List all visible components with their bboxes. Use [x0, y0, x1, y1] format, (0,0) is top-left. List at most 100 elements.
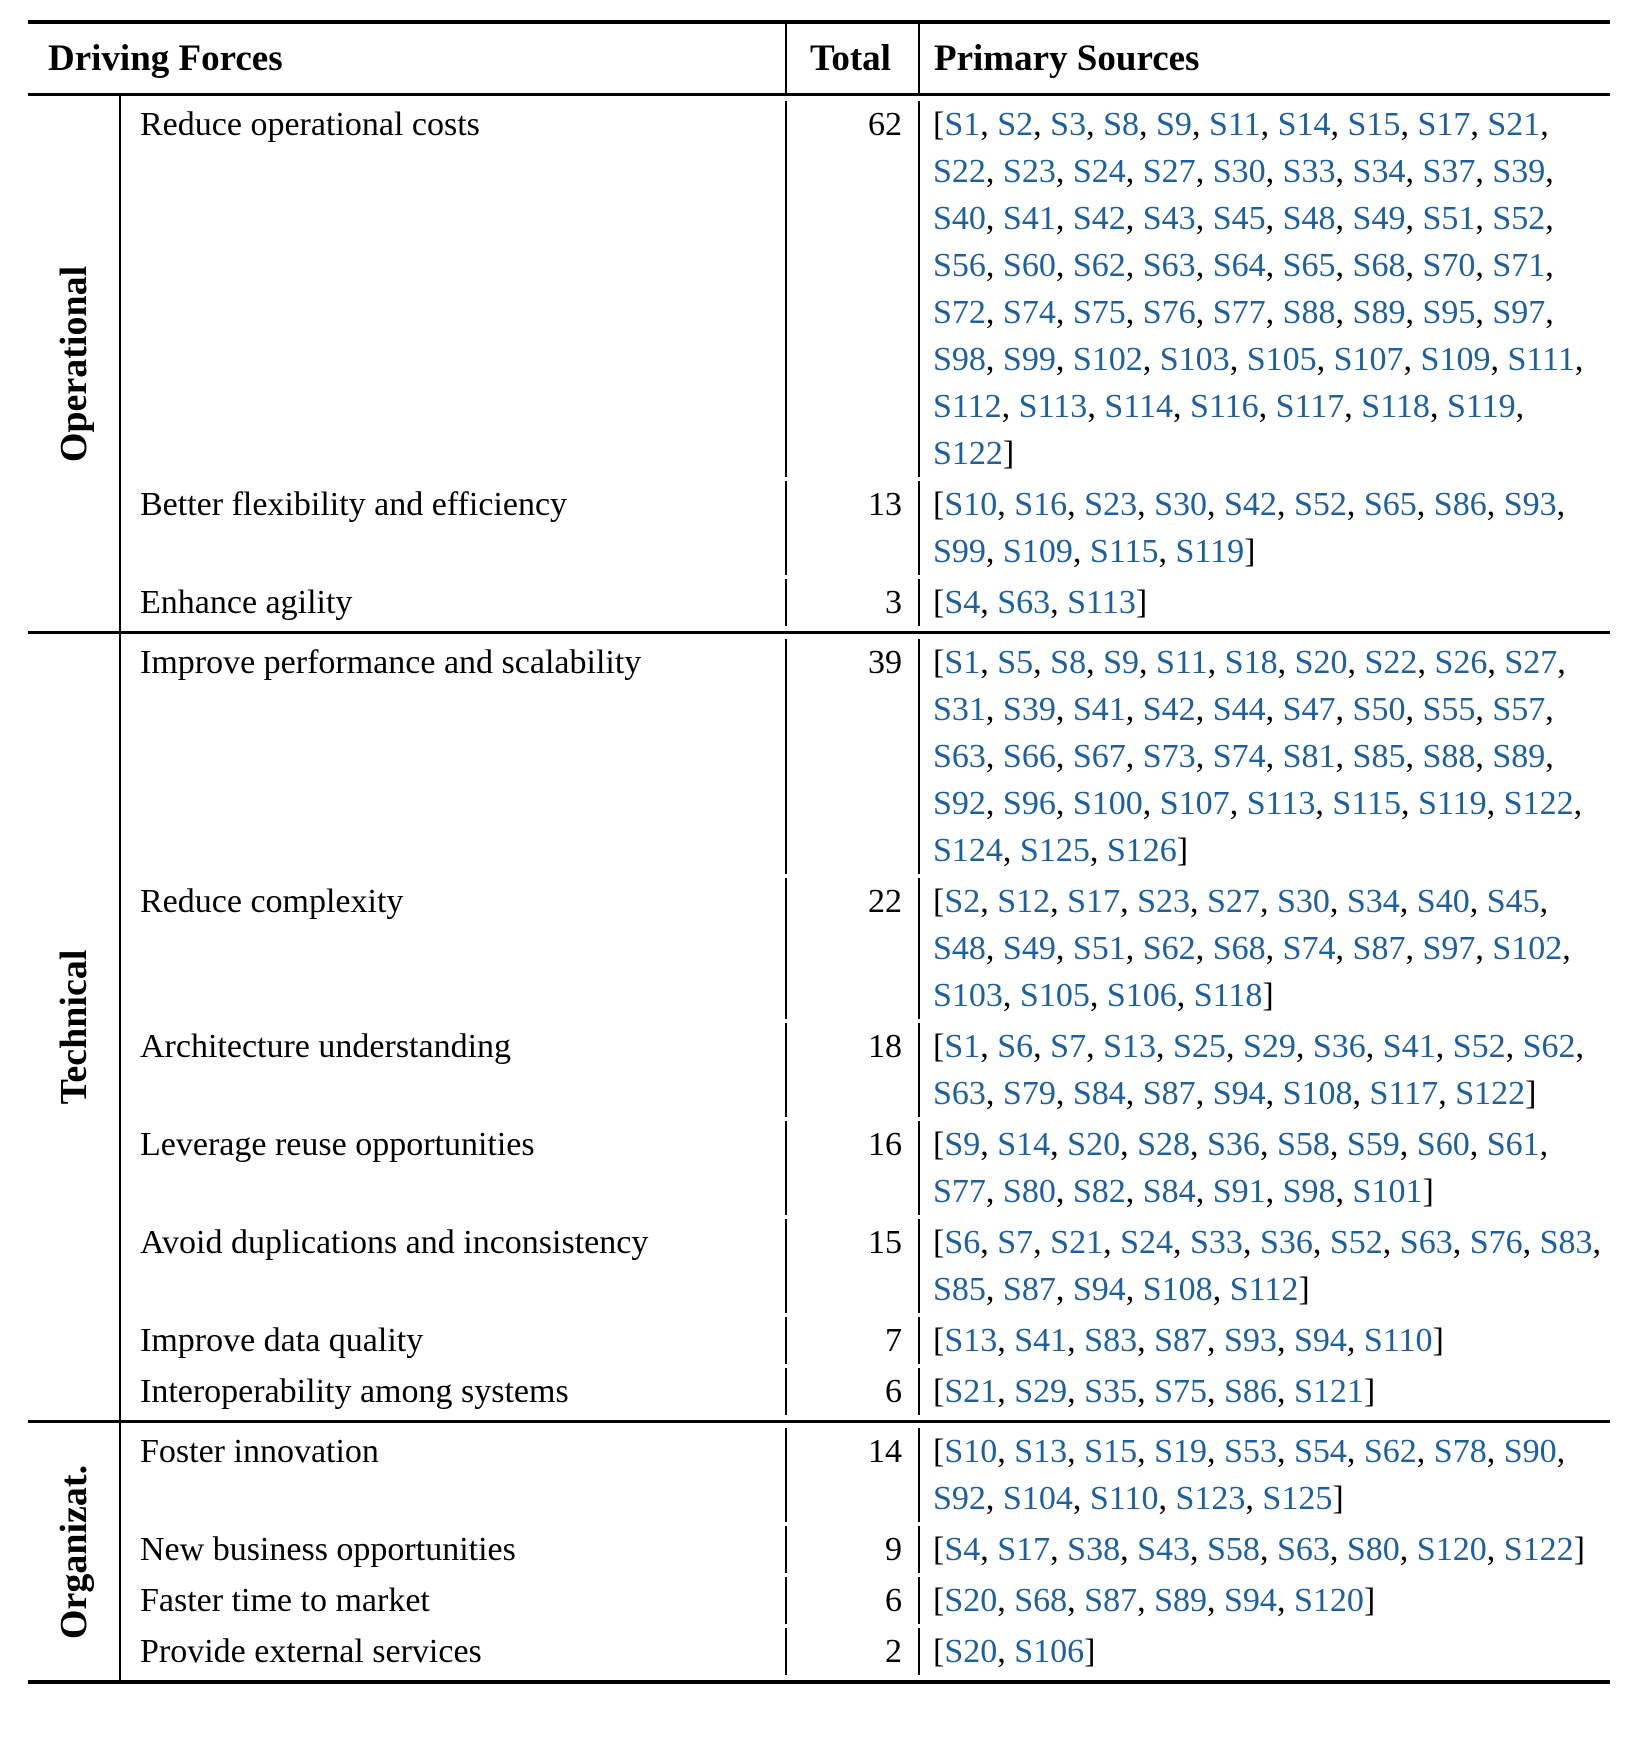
- source-ref[interactable]: S59: [1346, 1126, 1400, 1163]
- source-ref[interactable]: S107: [1159, 785, 1230, 822]
- source-ref[interactable]: S6: [997, 1028, 1034, 1065]
- source-ref[interactable]: S113: [1067, 584, 1136, 621]
- source-ref[interactable]: S52: [1329, 1224, 1383, 1261]
- source-ref[interactable]: S17: [997, 1531, 1051, 1568]
- source-ref[interactable]: S48: [933, 930, 986, 967]
- source-ref[interactable]: S113: [1018, 388, 1088, 425]
- source-ref[interactable]: S87: [1142, 1075, 1196, 1112]
- source-ref[interactable]: S29: [1242, 1028, 1296, 1065]
- source-ref[interactable]: S37: [1422, 153, 1476, 190]
- source-ref[interactable]: S97: [1492, 294, 1546, 331]
- source-ref[interactable]: S2: [997, 106, 1034, 143]
- source-ref[interactable]: S88: [1422, 738, 1476, 775]
- source-ref[interactable]: S100: [1072, 785, 1143, 822]
- source-ref[interactable]: S47: [1282, 691, 1336, 728]
- source-ref[interactable]: S76: [1469, 1224, 1523, 1261]
- source-ref[interactable]: S98: [1282, 1173, 1336, 1210]
- source-ref[interactable]: S92: [933, 1480, 986, 1517]
- source-ref[interactable]: S125: [1262, 1480, 1333, 1517]
- source-ref[interactable]: S65: [1363, 486, 1417, 523]
- source-ref[interactable]: S10: [944, 486, 998, 523]
- source-ref[interactable]: S71: [1492, 247, 1546, 284]
- source-ref[interactable]: S51: [1422, 200, 1476, 237]
- source-ref[interactable]: S108: [1282, 1075, 1353, 1112]
- source-ref[interactable]: S72: [933, 294, 986, 331]
- source-ref[interactable]: S39: [1492, 153, 1546, 190]
- source-ref[interactable]: S42: [1142, 691, 1196, 728]
- source-ref[interactable]: S102: [1492, 930, 1563, 967]
- source-ref[interactable]: S99: [933, 533, 986, 570]
- source-ref[interactable]: S7: [1050, 1028, 1087, 1065]
- source-ref[interactable]: S45: [1212, 200, 1266, 237]
- source-ref[interactable]: S65: [1282, 247, 1336, 284]
- source-ref[interactable]: S68: [1352, 247, 1406, 284]
- source-ref[interactable]: S62: [1522, 1028, 1576, 1065]
- source-ref[interactable]: S93: [1224, 1322, 1277, 1359]
- source-ref[interactable]: S22: [1364, 644, 1418, 681]
- source-ref[interactable]: S17: [1417, 106, 1471, 143]
- source-ref[interactable]: S96: [1002, 785, 1056, 822]
- source-ref[interactable]: S83: [1084, 1322, 1138, 1359]
- source-ref[interactable]: S57: [1492, 691, 1546, 728]
- source-ref[interactable]: S63: [1276, 1531, 1330, 1568]
- source-ref[interactable]: S13: [1014, 1433, 1068, 1470]
- source-ref[interactable]: S15: [1347, 106, 1401, 143]
- source-ref[interactable]: S105: [1246, 341, 1317, 378]
- source-ref[interactable]: S98: [933, 341, 986, 378]
- source-ref[interactable]: S54: [1293, 1433, 1347, 1470]
- source-ref[interactable]: S95: [1422, 294, 1476, 331]
- source-ref[interactable]: S120: [1293, 1582, 1364, 1619]
- source-ref[interactable]: S52: [1293, 486, 1347, 523]
- source-ref[interactable]: S91: [1212, 1173, 1266, 1210]
- source-ref[interactable]: S42: [1224, 486, 1277, 523]
- source-ref[interactable]: S11: [1156, 644, 1208, 681]
- source-ref[interactable]: S1: [944, 1028, 981, 1065]
- source-ref[interactable]: S23: [1084, 486, 1138, 523]
- source-ref[interactable]: S89: [1352, 294, 1406, 331]
- source-ref[interactable]: S94: [1212, 1075, 1266, 1112]
- source-ref[interactable]: S45: [1486, 883, 1540, 920]
- source-ref[interactable]: S13: [944, 1322, 998, 1359]
- source-ref[interactable]: S92: [933, 785, 986, 822]
- source-ref[interactable]: S22: [933, 153, 986, 190]
- source-ref[interactable]: S21: [1487, 106, 1541, 143]
- source-ref[interactable]: S42: [1072, 200, 1126, 237]
- source-ref[interactable]: S11: [1208, 106, 1261, 143]
- source-ref[interactable]: S20: [1294, 644, 1348, 681]
- source-ref[interactable]: S123: [1175, 1480, 1246, 1517]
- source-ref[interactable]: S4: [944, 1531, 981, 1568]
- source-ref[interactable]: S84: [1072, 1075, 1126, 1112]
- source-ref[interactable]: S85: [933, 1271, 986, 1308]
- source-ref[interactable]: S34: [1352, 153, 1406, 190]
- source-ref[interactable]: S122: [1503, 785, 1574, 822]
- source-ref[interactable]: S114: [1104, 388, 1173, 425]
- source-ref[interactable]: S36: [1259, 1224, 1313, 1261]
- source-ref[interactable]: S5: [997, 644, 1034, 681]
- source-ref[interactable]: S27: [1142, 153, 1196, 190]
- source-ref[interactable]: S81: [1282, 738, 1336, 775]
- source-ref[interactable]: S53: [1224, 1433, 1277, 1470]
- source-ref[interactable]: S109: [1420, 341, 1491, 378]
- source-ref[interactable]: S93: [1503, 486, 1557, 523]
- source-ref[interactable]: S107: [1333, 341, 1404, 378]
- source-ref[interactable]: S106: [1106, 977, 1177, 1014]
- source-ref[interactable]: S120: [1416, 1531, 1487, 1568]
- source-ref[interactable]: S86: [1224, 1373, 1277, 1410]
- source-ref[interactable]: S79: [1002, 1075, 1056, 1112]
- source-ref[interactable]: S67: [1072, 738, 1126, 775]
- source-ref[interactable]: S115: [1089, 533, 1159, 570]
- source-ref[interactable]: S60: [1002, 247, 1056, 284]
- source-ref[interactable]: S29: [1014, 1373, 1068, 1410]
- source-ref[interactable]: S106: [1014, 1633, 1085, 1670]
- source-ref[interactable]: S77: [1212, 294, 1266, 331]
- source-ref[interactable]: S75: [1154, 1373, 1208, 1410]
- source-ref[interactable]: S20: [1067, 1126, 1121, 1163]
- source-ref[interactable]: S41: [1014, 1322, 1068, 1359]
- source-ref[interactable]: S30: [1154, 486, 1208, 523]
- source-ref[interactable]: S94: [1072, 1271, 1126, 1308]
- source-ref[interactable]: S21: [944, 1373, 998, 1410]
- source-ref[interactable]: S63: [933, 738, 986, 775]
- source-ref[interactable]: S63: [997, 584, 1051, 621]
- source-ref[interactable]: S104: [1002, 1480, 1073, 1517]
- source-ref[interactable]: S112: [1229, 1271, 1299, 1308]
